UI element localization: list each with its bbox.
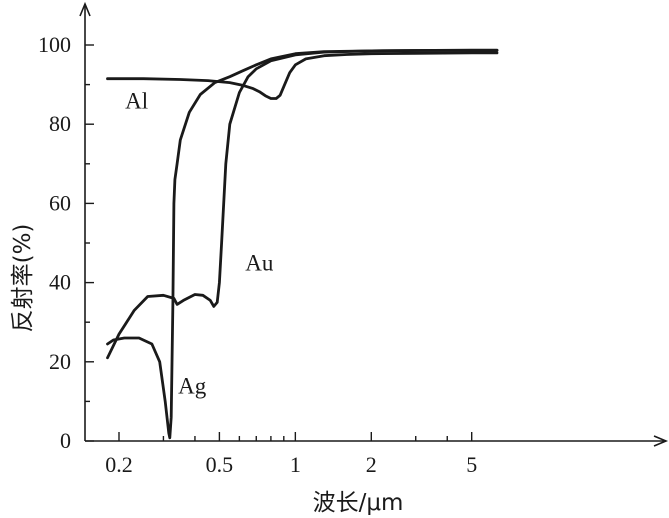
ticks <box>85 44 473 442</box>
x-tick-label: 1 <box>290 452 301 477</box>
y-tick-label: 20 <box>49 349 71 374</box>
series-line-ag <box>106 49 499 440</box>
axes <box>79 1 669 447</box>
y-axis-arrow <box>79 1 91 17</box>
series-lines <box>106 48 499 440</box>
y-tick-label: 60 <box>49 190 71 215</box>
x-tick-label: 5 <box>466 452 477 477</box>
x-axis-title: 波长/μm <box>313 490 404 516</box>
series-label-ag: Ag <box>178 373 207 398</box>
y-tick-label: 100 <box>38 32 71 57</box>
x-tick-label: 2 <box>366 452 377 477</box>
labels: 0 20 40 60 80 100 0.2 0.5 1 2 5 Al Au Ag <box>38 32 477 477</box>
x-tick-label: 0.2 <box>105 452 133 477</box>
series-line-au <box>106 48 499 360</box>
series-line-al <box>106 51 499 100</box>
y-tick-label: 80 <box>49 111 71 136</box>
y-tick-label: 40 <box>49 270 71 295</box>
x-tick-label: 0.5 <box>206 452 234 477</box>
y-tick-label: 0 <box>60 428 71 453</box>
x-axis-arrow <box>653 435 669 447</box>
series-label-al: Al <box>125 88 148 113</box>
series-label-au: Au <box>245 251 274 276</box>
y-axis-title: 反射率(%) <box>10 224 36 333</box>
